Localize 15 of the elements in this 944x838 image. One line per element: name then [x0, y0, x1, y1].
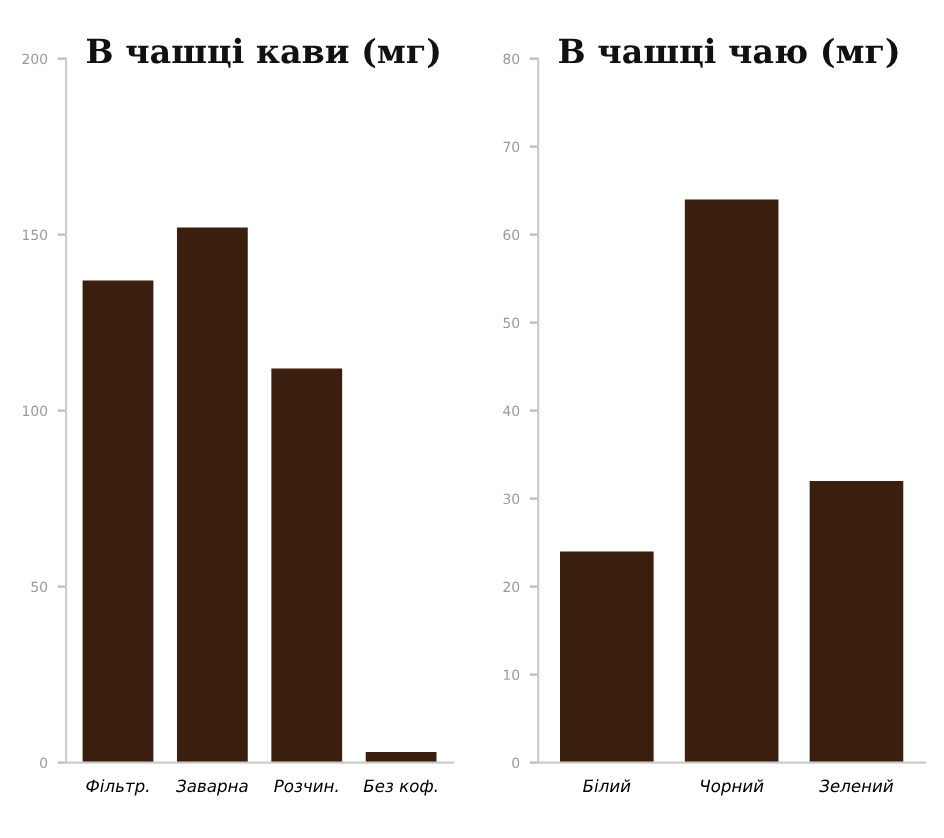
x-tick-label: Заварна — [176, 779, 248, 796]
x-tick-label: Розчин. — [274, 779, 338, 793]
bar — [82, 280, 154, 763]
bar — [271, 368, 343, 763]
x-tick-label: Чорний — [701, 779, 764, 796]
bar — [560, 551, 654, 763]
bar — [809, 481, 904, 763]
chart-title: В чашці кави (мг) — [86, 37, 439, 69]
x-tick-label: Фільтр. — [86, 779, 149, 796]
x-tick-label: Зелений — [819, 779, 894, 793]
x-tick-label: Білий — [583, 779, 631, 792]
bar — [176, 227, 248, 763]
chart-title: В чашці чаю (мг) — [559, 37, 898, 69]
bar — [684, 199, 779, 763]
x-tick-label: Без коф. — [363, 779, 437, 796]
